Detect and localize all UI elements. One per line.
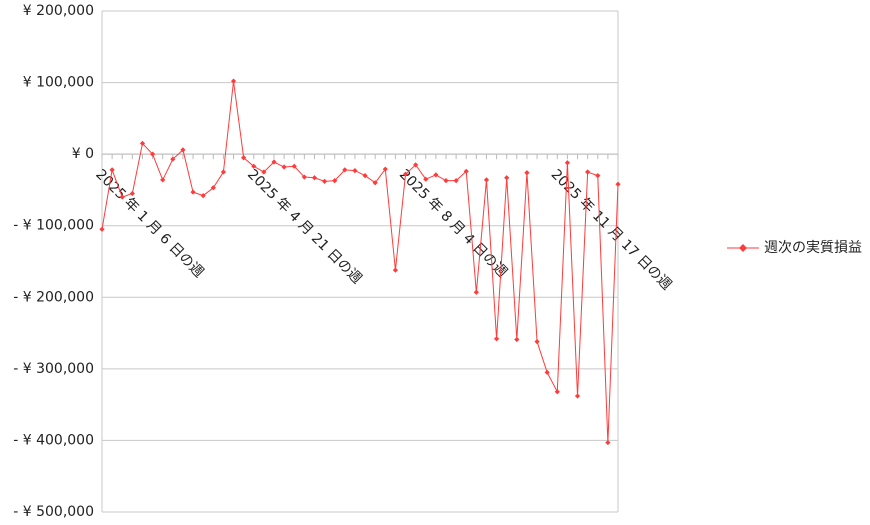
data-point [311, 175, 318, 181]
data-point [463, 168, 469, 174]
data-point [261, 169, 267, 175]
data-point [392, 267, 399, 273]
data-point [271, 159, 277, 165]
data-point [443, 178, 449, 184]
data-point [514, 336, 520, 343]
y-tick-label: ¥ 100,000 [23, 75, 94, 91]
data-point [119, 194, 125, 200]
data-point [99, 226, 105, 232]
data-point [210, 185, 216, 191]
data-point [281, 164, 287, 170]
data-point [109, 167, 115, 173]
data-point [402, 171, 409, 177]
data-point [453, 178, 459, 184]
data-point [321, 178, 328, 184]
data-point [615, 181, 621, 187]
data-point [129, 190, 135, 197]
data-point [534, 339, 540, 345]
data-point [251, 163, 257, 169]
data-point [605, 439, 611, 446]
legend-label: 週次の実質損益 [764, 240, 862, 256]
legend-marker [739, 244, 747, 252]
data-point [524, 170, 530, 176]
data-point [585, 169, 591, 175]
data-point [372, 180, 378, 186]
data-point [190, 189, 196, 195]
data-point [342, 167, 348, 173]
data-point [544, 369, 550, 376]
data-point [595, 173, 601, 179]
data-point [160, 177, 166, 183]
data-point [301, 174, 307, 180]
data-point [241, 155, 247, 161]
data-point [332, 178, 338, 184]
data-point [413, 162, 419, 168]
data-point [554, 389, 560, 395]
data-point [483, 177, 490, 183]
x-tick-label: 2025 年 8 月 4 日の週 [396, 166, 510, 280]
y-tick-label: - ¥ 100,000 [13, 218, 94, 234]
series-line [101, 81, 619, 443]
data-point [139, 140, 146, 147]
y-tick-label: - ¥ 300,000 [13, 361, 94, 377]
y-tick-label: - ¥ 500,000 [13, 504, 94, 520]
data-point [352, 168, 358, 174]
data-point [291, 163, 297, 169]
x-tick-label: 2025 年 4 月 21 日の週 [244, 166, 365, 287]
data-point [504, 175, 510, 181]
data-point [180, 147, 186, 153]
data-point [493, 336, 500, 342]
data-point [170, 156, 176, 162]
data-point [564, 160, 571, 166]
y-tick-label: - ¥ 200,000 [13, 289, 94, 305]
y-tick-label: ¥ 0 [72, 146, 94, 162]
data-point [574, 393, 581, 399]
data-point [423, 176, 429, 182]
data-point [220, 169, 227, 175]
data-point [362, 173, 368, 179]
data-point [433, 172, 439, 178]
data-point [473, 289, 479, 295]
y-tick-label: ¥ 200,000 [23, 3, 94, 19]
y-tick-label: - ¥ 400,000 [13, 432, 94, 448]
data-point [230, 78, 237, 84]
data-point [382, 166, 388, 172]
data-point [149, 151, 156, 157]
data-point [200, 193, 206, 199]
